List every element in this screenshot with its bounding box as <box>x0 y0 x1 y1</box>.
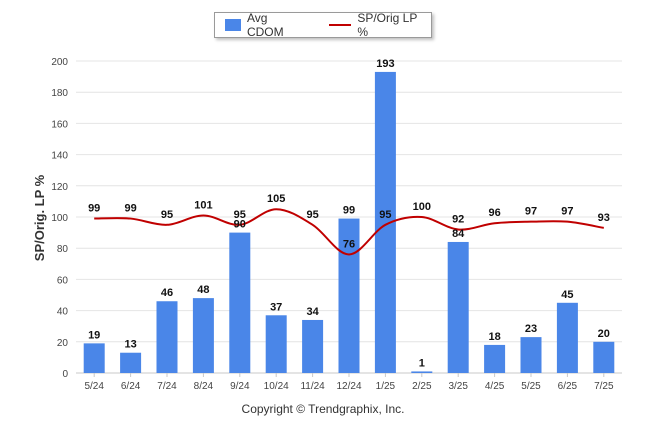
bar-data-label: 48 <box>197 284 209 296</box>
bar <box>192 298 214 373</box>
bar <box>374 71 396 374</box>
x-tick-label: 8/24 <box>194 381 214 392</box>
legend-bar-swatch <box>225 19 241 31</box>
y-tick-label: 80 <box>57 244 69 255</box>
x-tick-label: 1/25 <box>376 381 396 392</box>
x-tick-label: 12/24 <box>336 381 361 392</box>
bar <box>229 232 251 373</box>
copyright-text: Copyright © Trendgraphix, Inc. <box>241 402 405 416</box>
x-axis-ticks: 5/24 6/24 7/24 8/24 9/24 10/24 11/24 12/24 1/25 2… <box>84 373 614 392</box>
bar-data-label: 90 <box>234 219 246 231</box>
bar-data-label: 23 <box>525 323 537 335</box>
bar <box>302 319 324 373</box>
line-data-label: 105 <box>267 193 285 205</box>
y-axis-ticks: 0 20 40 60 80 100 120 140 160 180 200 <box>51 57 68 380</box>
bar-data-label: 84 <box>452 228 465 240</box>
bar <box>556 302 578 373</box>
y-tick-label: 60 <box>57 275 69 286</box>
line-data-label: 95 <box>306 209 318 221</box>
x-tick-label: 9/24 <box>230 381 250 392</box>
y-tick-label: 100 <box>51 213 68 224</box>
x-tick-label: 4/25 <box>485 381 505 392</box>
bar-data-label: 19 <box>88 329 100 341</box>
line-series <box>94 208 604 256</box>
x-tick-label: 10/24 <box>264 381 289 392</box>
x-tick-label: 7/25 <box>594 381 614 392</box>
legend-bar-label: Avg CDOM <box>246 11 284 39</box>
x-tick-label: 3/25 <box>448 381 468 392</box>
line-data-label: 101 <box>194 199 212 211</box>
line-data-label: 92 <box>452 213 464 225</box>
legend: Avg CDOM SP/Orig LP % <box>214 11 432 39</box>
line-data-label: 95 <box>161 209 173 221</box>
y-tick-label: 20 <box>57 338 69 349</box>
bar <box>338 218 360 373</box>
line-path <box>94 208 604 256</box>
line-data-label: 100 <box>413 201 431 213</box>
bar-data-label: 193 <box>376 58 394 70</box>
bar <box>265 315 287 373</box>
bar-data-label: 13 <box>124 339 136 351</box>
y-axis-label: SP/Orig. LP % <box>32 174 47 261</box>
bar <box>411 371 433 373</box>
y-tick-label: 180 <box>51 88 68 99</box>
bar-data-label: 45 <box>561 289 573 301</box>
bar-data-labels: 19 13 46 48 90 37 34 99 193 1 84 18 23 45 20 <box>88 58 610 370</box>
legend-line-swatch <box>329 24 352 26</box>
legend-item-line[interactable]: SP/Orig LP % <box>329 11 431 39</box>
y-tick-label: 200 <box>51 57 68 68</box>
bar <box>120 352 142 373</box>
line-data-labels: 99 99 95 101 95 105 95 76 95 100 92 96 97 97 93 <box>88 193 610 250</box>
y-tick-label: 40 <box>57 307 69 318</box>
bar-data-label: 20 <box>598 328 610 340</box>
legend-item-bar[interactable]: Avg CDOM <box>225 11 307 39</box>
bar-data-label: 46 <box>161 287 173 299</box>
bar-data-label: 37 <box>270 301 282 313</box>
y-tick-label: 0 <box>62 369 68 380</box>
bar-data-label: 18 <box>488 331 500 343</box>
bar-data-label: 99 <box>343 205 355 217</box>
line-data-label: 95 <box>234 209 246 221</box>
bar-data-label: 1 <box>419 357 425 369</box>
line-data-label: 99 <box>124 203 136 215</box>
line-data-label: 97 <box>525 206 537 218</box>
bar <box>156 301 178 373</box>
line-data-label: 97 <box>561 206 573 218</box>
bar <box>83 343 105 373</box>
legend-line-label: SP/Orig LP % <box>357 11 418 39</box>
x-tick-label: 2/25 <box>412 381 432 392</box>
line-data-label: 95 <box>379 209 391 221</box>
x-tick-label: 6/25 <box>558 381 578 392</box>
bar-data-label: 34 <box>306 306 319 318</box>
y-tick-label: 160 <box>51 119 68 130</box>
line-data-label: 93 <box>598 212 610 224</box>
y-tick-label: 120 <box>51 182 68 193</box>
bar <box>593 341 615 373</box>
bar <box>447 241 469 373</box>
bars <box>83 71 615 374</box>
x-tick-label: 7/24 <box>157 381 177 392</box>
y-tick-label: 140 <box>51 151 68 162</box>
line-data-label: 76 <box>343 238 355 250</box>
line-data-label: 99 <box>88 203 100 215</box>
bar <box>484 344 506 373</box>
line-data-label: 96 <box>488 207 500 219</box>
x-tick-label: 5/25 <box>521 381 541 392</box>
x-tick-label: 5/24 <box>84 381 104 392</box>
x-tick-label: 6/24 <box>121 381 141 392</box>
x-tick-label: 11/24 <box>300 381 325 392</box>
bar <box>520 337 542 373</box>
